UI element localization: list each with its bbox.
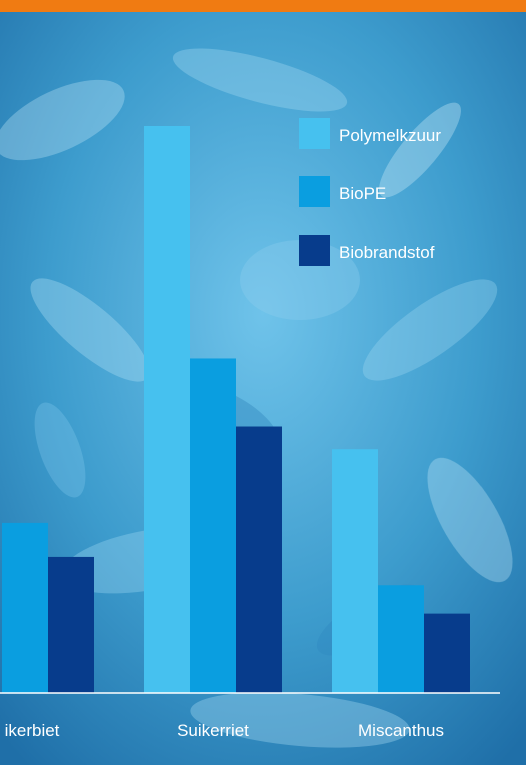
- bar-miscanthus-polymelkzuur: [332, 449, 378, 693]
- bar-miscanthus-biope: [378, 585, 424, 693]
- bar-suikerriet-biobrandstof: [236, 426, 282, 693]
- legend-swatch-polymelkzuur: [299, 118, 330, 149]
- category-label-suikerriet: Suikerriet: [177, 721, 249, 740]
- bars-group: [2, 126, 470, 693]
- legend-label-biobrandstof: Biobrandstof: [339, 243, 435, 262]
- legend-label-polymelkzuur: Polymelkzuur: [339, 126, 441, 145]
- top-accent-bar: [0, 0, 526, 12]
- legend: Polymelkzuur BioPE Biobrandstof: [299, 118, 441, 266]
- bar-miscanthus-biobrandstof: [424, 613, 470, 693]
- bar-suikerriet-polymelkzuur: [144, 126, 190, 693]
- category-label-miscanthus: Miscanthus: [358, 721, 444, 740]
- legend-swatch-biobrandstof: [299, 235, 330, 266]
- bar-suikerbiet-biope: [2, 522, 48, 693]
- bar-suikerriet-biope: [190, 358, 236, 693]
- legend-swatch-biope: [299, 176, 330, 207]
- category-label-suikerbiet: ikerbiet: [5, 721, 60, 740]
- bar-suikerbiet-biobrandstof: [48, 556, 94, 693]
- legend-label-biope: BioPE: [339, 184, 386, 203]
